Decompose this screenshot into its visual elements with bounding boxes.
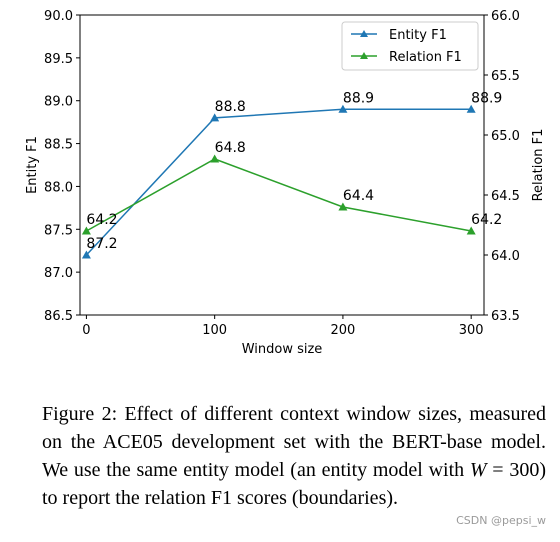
legend-relation-marker — [360, 52, 368, 59]
series-line-entity — [85, 108, 472, 256]
x-tick-label: 0 — [82, 323, 90, 338]
left-tick-label: 87.5 — [44, 223, 73, 238]
data-point-marker — [338, 104, 348, 113]
left-tick-label: 86.5 — [44, 309, 73, 324]
legend: Entity F1 Relation F1 — [341, 21, 479, 71]
right-tick-label: 65.0 — [491, 129, 520, 144]
x-tick-label: 300 — [459, 323, 484, 338]
right-tick-label: 64.0 — [491, 249, 520, 264]
x-axis-ticks: 0 100 200 300 — [82, 315, 484, 338]
x-tick-label: 200 — [331, 323, 356, 338]
data-label: 64.4 — [343, 188, 374, 204]
data-label: 88.9 — [471, 90, 502, 106]
caption-math-var: W — [469, 459, 487, 481]
series-layer: 87.2 88.8 88.9 88.9 64.2 64.8 64.4 64.2 — [81, 90, 502, 259]
data-label: 87.2 — [86, 236, 117, 252]
caption-suffix: ) to report the relation F1 scores (boun… — [42, 459, 546, 509]
series-line-relation — [86, 158, 472, 232]
legend-relation-label: Relation F1 — [389, 50, 462, 65]
data-point-marker — [466, 226, 476, 235]
right-axis-ticks: 63.5 64.0 64.5 65.0 65.5 66.0 — [484, 9, 520, 324]
line-chart: 86.5 87.0 87.5 88.0 88.5 89.0 89.5 90.0 63.5 64.… — [25, 9, 546, 357]
data-label: 64.8 — [215, 140, 246, 156]
left-tick-label: 87.0 — [44, 266, 73, 281]
left-tick-label: 90.0 — [44, 9, 73, 24]
legend-entity-label: Entity F1 — [389, 28, 447, 43]
right-tick-label: 63.5 — [491, 309, 520, 324]
right-tick-label: 65.5 — [491, 69, 520, 84]
left-axis-title: Entity F1 — [25, 136, 40, 194]
caption-math-rest: = 300 — [486, 459, 540, 481]
left-axis-ticks: 86.5 87.0 87.5 88.0 88.5 89.0 89.5 90.0 — [44, 9, 80, 324]
left-tick-label: 89.0 — [44, 95, 73, 110]
left-tick-label: 89.5 — [44, 52, 73, 67]
data-label: 88.8 — [215, 99, 246, 115]
caption-prefix: Figure 2: Effect of different context wi… — [42, 403, 546, 481]
figure-caption: Figure 2: Effect of different context wi… — [42, 400, 546, 512]
data-label: 88.9 — [343, 90, 374, 106]
left-tick-label: 88.0 — [44, 180, 73, 195]
data-point-marker — [466, 104, 476, 113]
data-point-marker — [338, 202, 348, 211]
plot-frame — [79, 14, 485, 316]
data-point-marker — [210, 154, 220, 163]
right-tick-label: 64.5 — [491, 189, 520, 204]
right-axis-title: Relation F1 — [531, 129, 546, 202]
data-point-marker — [81, 226, 91, 235]
x-tick-label: 100 — [202, 323, 227, 338]
right-tick-label: 66.0 — [491, 9, 520, 24]
data-label: 64.2 — [86, 212, 117, 228]
left-tick-label: 88.5 — [44, 138, 73, 153]
x-axis-title: Window size — [242, 342, 323, 357]
data-point-marker — [81, 250, 91, 259]
data-label: 64.2 — [471, 212, 502, 228]
watermark-text: CSDN @pepsi_w — [456, 514, 546, 527]
data-point-marker — [210, 113, 220, 122]
legend-entity-marker — [360, 30, 368, 37]
